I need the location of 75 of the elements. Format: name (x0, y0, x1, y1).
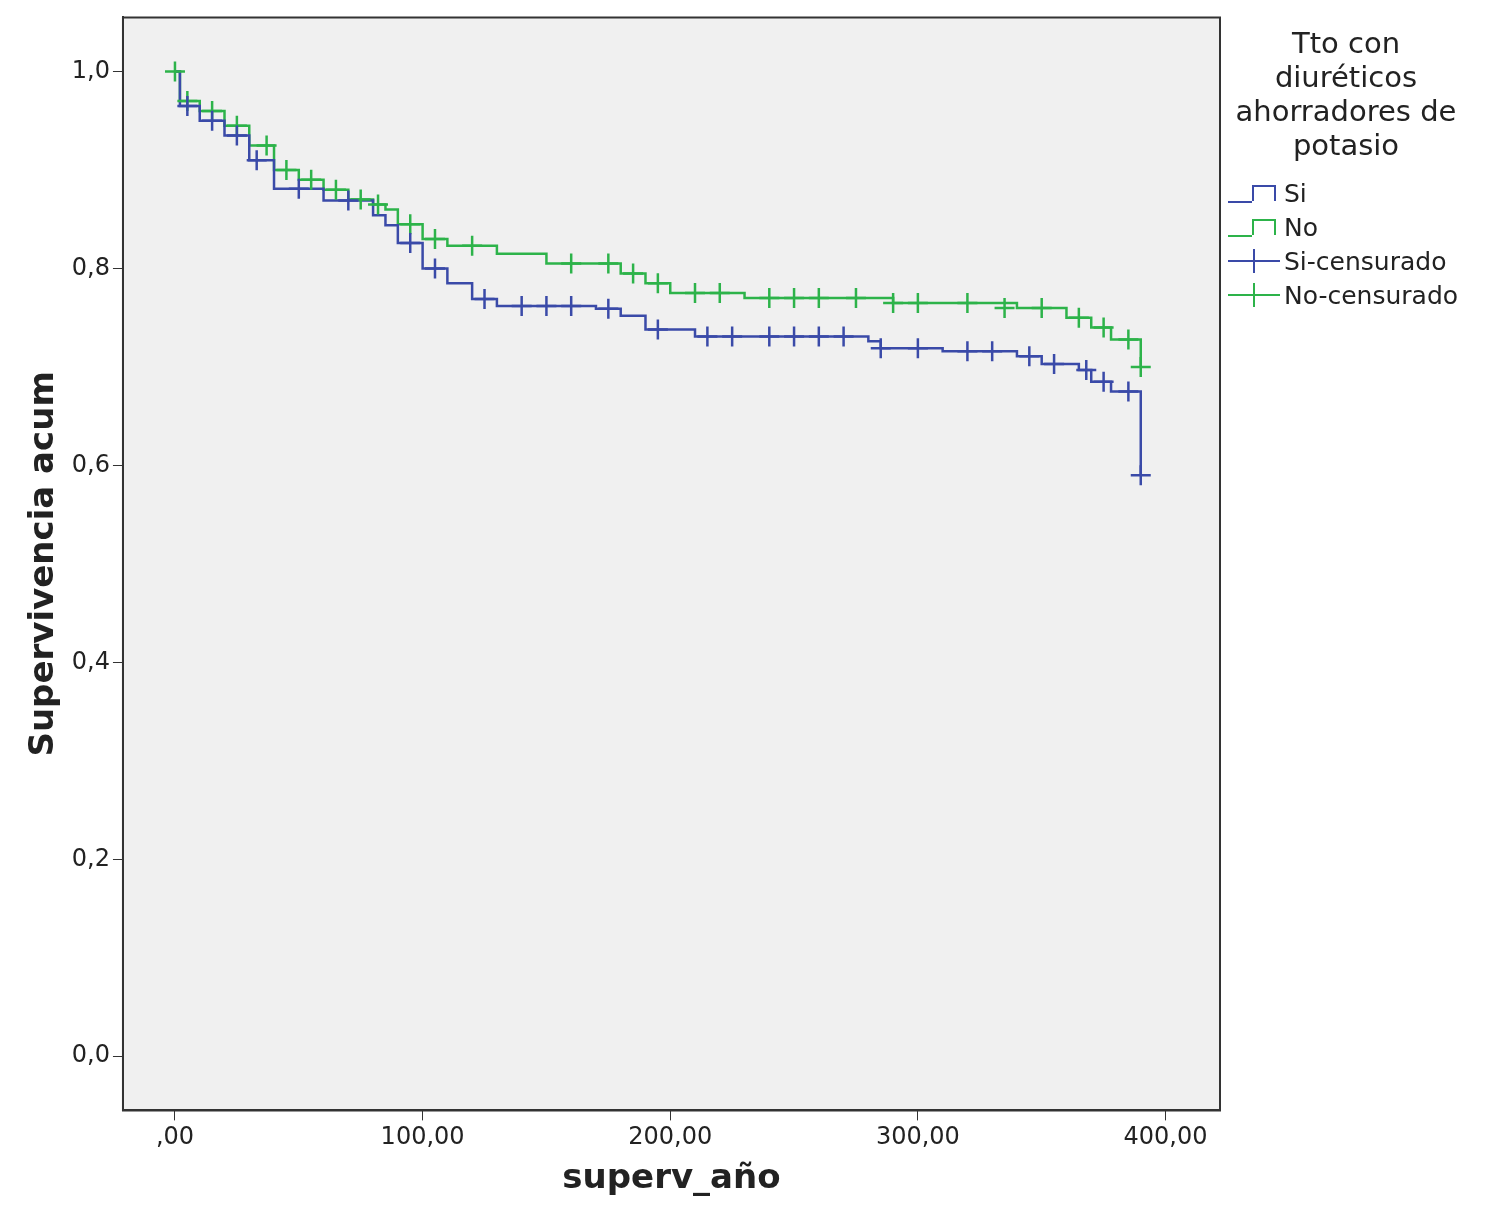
point (782, 325, 806, 348)
legend-label: No-censurado (1284, 280, 1459, 310)
legend-label: Si-censurado (1284, 246, 1447, 276)
point (844, 286, 868, 310)
y-axis-title: Supervivencia acum (21, 371, 62, 757)
point (535, 294, 558, 318)
point (807, 286, 831, 310)
point (597, 252, 620, 275)
point (807, 325, 831, 348)
x-tick-label: ,00 (155, 1122, 195, 1151)
y-tick-label: 0,6 (71, 449, 110, 478)
point (287, 177, 311, 200)
point (906, 291, 930, 315)
point (1092, 370, 1115, 393)
point (460, 234, 484, 258)
point (1129, 464, 1153, 487)
point (980, 339, 1004, 363)
point (683, 281, 707, 305)
point (423, 257, 447, 280)
x-tick-label: 400,00 (1123, 1122, 1208, 1151)
point (473, 287, 496, 311)
point (881, 291, 905, 315)
point (597, 297, 620, 321)
point (423, 227, 447, 251)
point (245, 148, 268, 172)
point (1117, 380, 1140, 403)
point (1075, 358, 1098, 382)
legend-label: No (1284, 212, 1318, 242)
point (1129, 355, 1153, 379)
point (275, 158, 298, 182)
point (869, 337, 892, 360)
point (176, 94, 199, 118)
y-tick-label: 0,8 (71, 252, 110, 281)
point (993, 296, 1016, 320)
point (758, 325, 781, 348)
point (559, 294, 583, 318)
x-tick-label: 300,00 (875, 1122, 960, 1151)
point (255, 134, 278, 157)
point (782, 286, 806, 310)
point (720, 325, 744, 348)
point (559, 252, 583, 275)
point (708, 281, 732, 305)
y-tick-label: 0,0 (71, 1040, 110, 1069)
point (337, 189, 360, 212)
point (1030, 296, 1053, 320)
point (1117, 328, 1140, 351)
point (225, 124, 249, 147)
point (1042, 352, 1066, 376)
point (510, 294, 533, 318)
y-tick-label: 1,0 (71, 55, 110, 84)
point (366, 193, 390, 216)
point (324, 178, 348, 201)
y-tick-label: 0,2 (71, 843, 110, 872)
point (299, 168, 323, 192)
point (1092, 316, 1115, 339)
point (646, 272, 670, 295)
point (696, 325, 719, 348)
y-tick-label: 0,4 (71, 646, 110, 675)
point (758, 286, 781, 310)
point (956, 339, 979, 363)
legend-title: Tto con diuréticos ahorradores de potasio (1234, 26, 1458, 162)
legend-label: Si (1284, 178, 1307, 208)
point (956, 291, 979, 315)
point (1067, 306, 1091, 329)
x-tick-label: 100,00 (380, 1122, 465, 1151)
x-tick-label: 200,00 (628, 1122, 713, 1151)
point (621, 262, 645, 285)
point (200, 109, 224, 133)
point (1018, 344, 1041, 368)
point (832, 325, 855, 348)
x-axis-title: superv_año (562, 1156, 781, 1197)
point (646, 318, 670, 341)
point (906, 337, 930, 360)
point (163, 60, 187, 83)
point (398, 231, 422, 255)
